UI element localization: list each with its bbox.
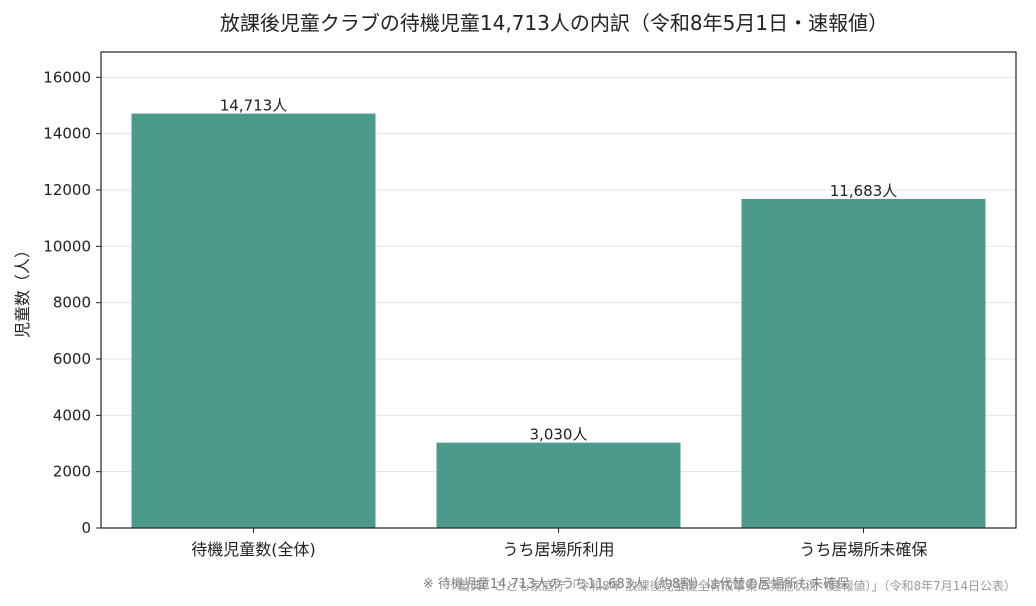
footnote: ※ 待機児童14,713人のうち11,683人（約8割）は代替の居場所も未確保 <box>423 576 849 592</box>
data-label: 11,683人 <box>830 182 898 200</box>
data-label: 14,713人 <box>220 97 288 115</box>
bar <box>741 198 986 528</box>
chart-title: 放課後児童クラブの待機児童14,713人の内訳（令和8年5月1日・速報値） <box>220 11 888 35</box>
y-axis-label: 児童数（人） <box>13 242 32 338</box>
y-tick-label: 4000 <box>53 406 91 424</box>
y-tick-label: 16000 <box>43 68 91 86</box>
y-tick-label: 14000 <box>43 125 91 143</box>
y-tick-label: 6000 <box>53 350 91 368</box>
plot-frame <box>100 51 1017 529</box>
x-tick-label: 待機児童数(全体) <box>191 540 316 559</box>
bars <box>131 113 986 529</box>
y-tick-label: 0 <box>81 519 91 537</box>
y-tick-label: 12000 <box>43 181 91 199</box>
axes <box>96 51 1017 533</box>
y-tick-label: 8000 <box>53 294 91 312</box>
x-tick-label: うち居場所利用 <box>502 540 614 559</box>
labels: 0 2000 4000 6000 8000 10000 12000 14000 16000 14,… <box>43 68 927 559</box>
bar <box>436 442 681 528</box>
source-credit: 出典：こども家庭庁「令和8年 放課後児童健全育成事業の実施状況（速報値）」（令和… <box>458 578 1016 593</box>
bar <box>131 113 376 529</box>
y-tick-label: 2000 <box>53 463 91 481</box>
x-tick-label: うち居場所未確保 <box>799 540 927 559</box>
y-tick-label: 10000 <box>43 237 91 255</box>
data-label: 3,030人 <box>530 426 588 444</box>
